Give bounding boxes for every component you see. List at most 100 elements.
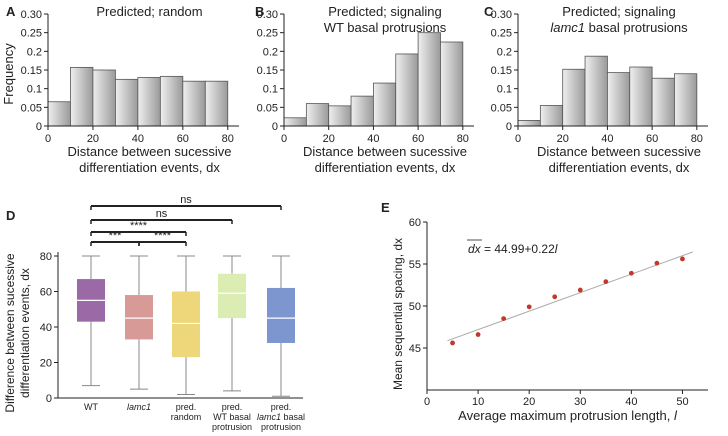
y-tick-label: 60	[409, 217, 421, 229]
histogram-bar	[137, 77, 161, 127]
histogram-bar	[70, 66, 94, 127]
histogram-bar	[417, 32, 441, 127]
histogram-bar	[584, 55, 608, 127]
y-tick-label: 0.05	[257, 102, 278, 114]
histogram-bar	[517, 120, 541, 127]
fit-equation: dx = 44.99+0.22l	[468, 242, 558, 256]
histogram-bar	[204, 80, 229, 127]
y-tick-label: 0	[36, 121, 42, 133]
box	[218, 273, 246, 319]
box	[172, 291, 200, 358]
x-tick-label: 0	[281, 133, 287, 145]
y-tick-label: 0.30	[21, 9, 42, 21]
chart-title: Predicted; random	[96, 4, 202, 19]
histogram-panel-a: 0 0.05 0.1 0.15 0.2 0.25 0.30 0 20 40 60 80 Predicte…	[1, 4, 239, 175]
y-tick-label: 0.1	[497, 84, 512, 96]
category-label: lamc1 basal	[257, 412, 305, 422]
significance-label: ****	[154, 230, 172, 242]
panel-letter: A	[6, 4, 16, 19]
category-label: protrusion	[261, 422, 301, 432]
histogram-bar	[607, 72, 631, 127]
x-axis-label: differentiation events, dx	[549, 160, 690, 175]
x-tick-label: 80	[691, 133, 703, 145]
y-tick-label: 0.25	[491, 28, 512, 40]
x-tick-label: 40	[601, 133, 613, 145]
data-point	[654, 260, 660, 266]
y-axis-label: Frequency	[1, 43, 16, 105]
histogram-bar	[350, 95, 374, 127]
y-tick-label: 0.25	[257, 28, 278, 40]
y-tick-label: 0.2	[263, 46, 278, 58]
y-tick-label: 0	[46, 393, 52, 405]
y-tick-label: 40	[40, 322, 52, 334]
histogram-bar	[373, 82, 397, 127]
histogram-bar	[92, 69, 116, 127]
category-label: pred.	[176, 402, 197, 412]
histogram-bar	[651, 77, 675, 127]
data-point	[680, 256, 685, 262]
x-tick-label: 60	[177, 133, 189, 145]
x-tick-label: 0	[515, 133, 521, 145]
panel-letter: E	[381, 200, 390, 215]
panel-letter: D	[6, 208, 15, 223]
data-point	[628, 270, 634, 276]
chart-title: lamc1 basal protrusions	[550, 20, 688, 35]
category-label: protrusion	[212, 422, 252, 432]
panel-letter: C	[484, 4, 494, 19]
y-tick-label: 0.2	[497, 46, 512, 58]
x-tick-label: 60	[646, 133, 658, 145]
scatter-panel-e: 45 50 55 60 0 10 20 30 40 50 dx = 44.99+0.22l Avera…	[391, 217, 708, 423]
histogram-bar	[47, 101, 71, 127]
y-tick-label: 0.15	[257, 65, 278, 77]
histogram-bar	[674, 73, 698, 127]
y-tick-label: 60	[40, 287, 52, 299]
category-label: WT	[84, 402, 98, 412]
x-tick-label: 40	[367, 133, 379, 145]
histogram-panel-b: 0 0.05 0.1 0.15 0.2 0.25 0.30 0 20 40 60 80 Predicte…	[257, 4, 474, 175]
category-label: pred.	[222, 402, 243, 412]
y-tick-label: 80	[40, 251, 52, 263]
significance-label: ****	[130, 220, 148, 232]
data-point	[603, 279, 609, 285]
x-tick-label: 20	[323, 133, 335, 145]
x-axis-label: Distance between sucessive	[303, 144, 467, 159]
y-tick-label: 0	[272, 121, 278, 133]
histogram-bar	[328, 105, 352, 127]
histogram-bar	[283, 117, 307, 127]
histogram-bar	[115, 78, 139, 127]
x-tick-label: 80	[222, 133, 234, 145]
y-tick-label: 0.1	[263, 84, 278, 96]
category-label: random	[171, 412, 202, 422]
significance-label: ns	[156, 208, 168, 220]
category-label: pred.	[271, 402, 292, 412]
x-tick-label: 80	[457, 133, 469, 145]
category-label: lamc1	[127, 402, 151, 412]
data-point	[475, 332, 481, 337]
x-tick-label: 0	[424, 396, 430, 408]
y-axis-label: Mean sequential spacing, dx	[391, 238, 405, 390]
chart-title: Predicted; signaling	[328, 4, 441, 19]
y-tick-label: 0	[506, 121, 512, 133]
x-axis-label: Distance between sucessive	[67, 144, 231, 159]
chart-title: Predicted; signaling	[562, 4, 675, 19]
x-tick-label: 20	[523, 396, 535, 408]
x-axis-label: differentiation events, dx	[79, 160, 220, 175]
y-tick-label: 0.30	[491, 9, 512, 21]
data-point	[450, 340, 455, 346]
x-tick-label: 40	[132, 133, 144, 145]
y-tick-label: 50	[409, 301, 421, 313]
fit-line	[447, 251, 693, 342]
y-tick-label: 20	[40, 358, 52, 370]
y-axis-label: Difference between sucessive	[3, 253, 17, 413]
y-tick-label: 0.15	[21, 65, 42, 77]
category-label: WT basal	[213, 412, 251, 422]
histogram-bar	[440, 41, 464, 127]
histogram-bar	[562, 68, 586, 127]
histogram-bar	[629, 66, 653, 127]
panel-letter: B	[255, 4, 264, 19]
y-tick-label: 0.2	[27, 46, 42, 58]
x-tick-label: 0	[45, 133, 51, 145]
y-axis-label: differentiation events, dx	[18, 268, 32, 398]
